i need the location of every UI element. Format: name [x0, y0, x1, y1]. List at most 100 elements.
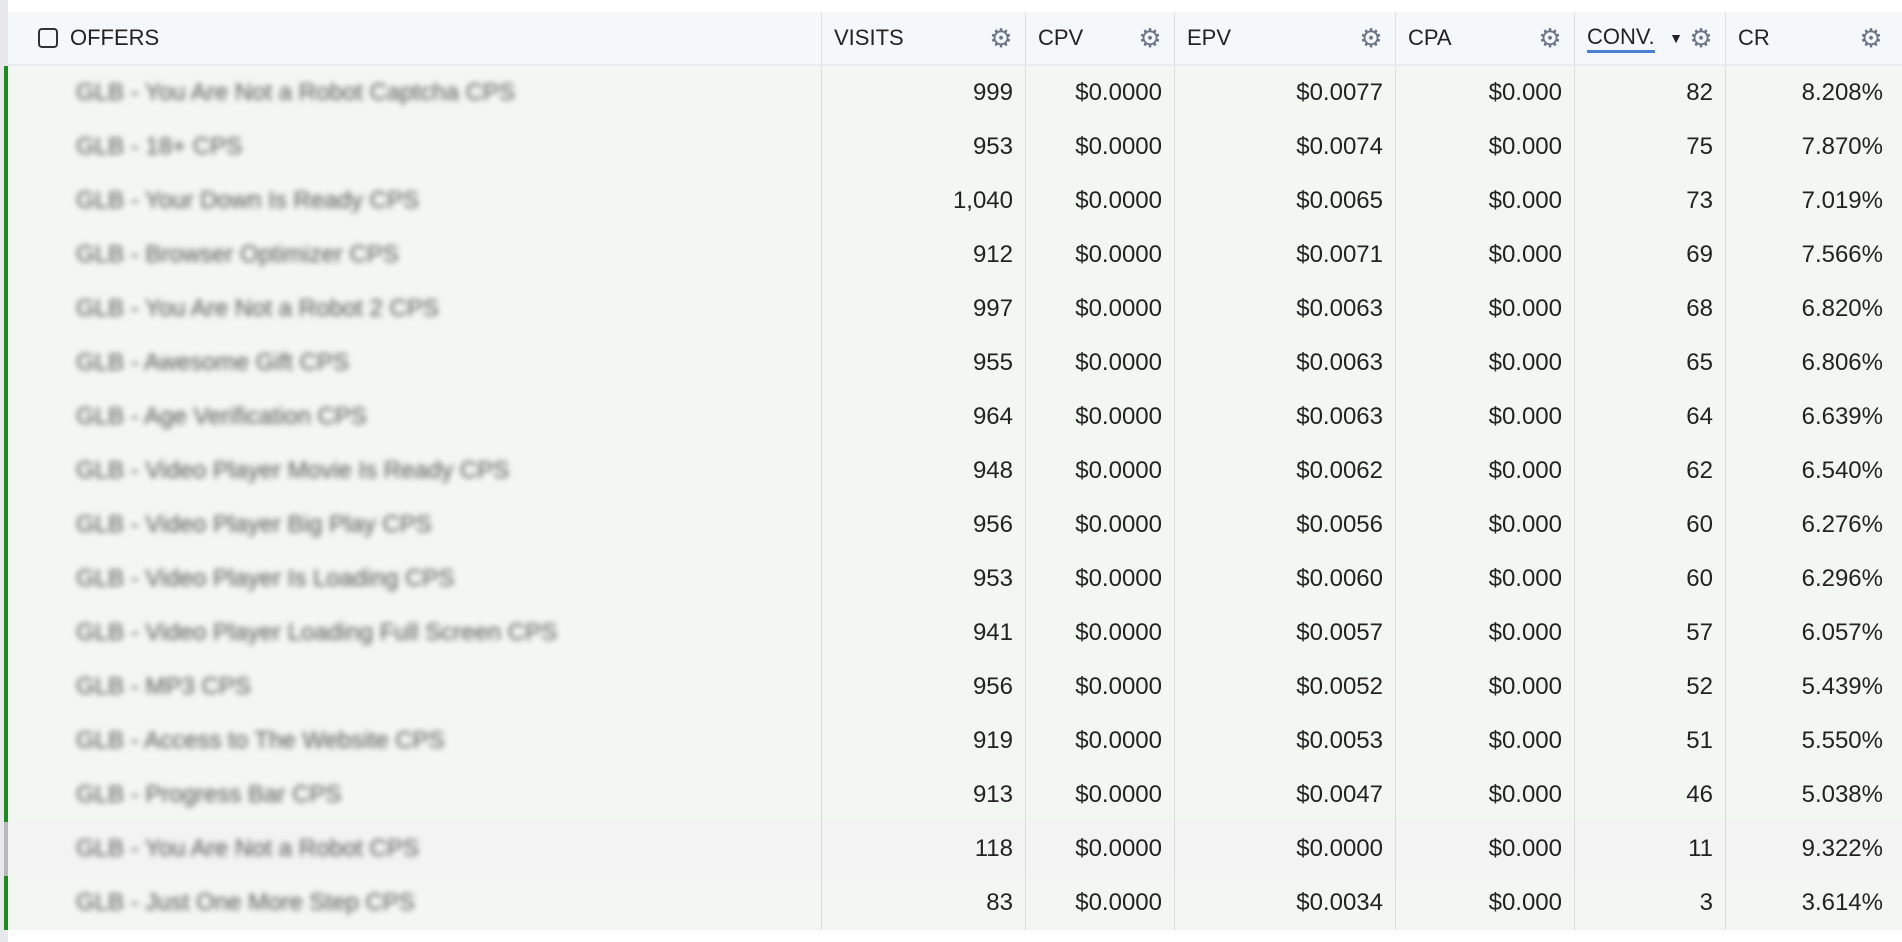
cell-cpv: $0.0000 — [1025, 498, 1174, 552]
name-value: GLB - Video Player Loading Full Screen C… — [76, 619, 558, 646]
cpv-value: $0.0000 — [1075, 565, 1162, 592]
table-row[interactable]: GLB - 18+ CPS 953 $0.0000 $0.0074 $0.000 75 7.… — [4, 120, 1902, 174]
col-visits[interactable]: VISITS ⚙ — [821, 12, 1025, 64]
cr-value: 5.038% — [1801, 781, 1883, 808]
cell-name: GLB - Just One More Step CPS — [8, 876, 821, 930]
cell-cr: 5.550% — [1725, 714, 1895, 768]
conv-value: 65 — [1686, 349, 1713, 376]
cell-conv: 46 — [1574, 768, 1725, 822]
visits-value: 919 — [972, 727, 1013, 754]
table-row[interactable]: GLB - Browser Optimizer CPS 912 $0.0000 $0.… — [4, 228, 1902, 282]
table-row[interactable]: GLB - Video Player Is Loading CPS 953 $0.0… — [4, 552, 1902, 606]
table-row[interactable]: GLB - You Are Not a Robot 2 CPS 997 $0.000… — [4, 282, 1902, 336]
epv-value: $0.0063 — [1296, 403, 1383, 430]
gear-icon[interactable]: ⚙ — [989, 23, 1013, 53]
cell-cpa: $0.000 — [1395, 876, 1574, 930]
cell-cr: 7.019% — [1725, 174, 1895, 228]
cell-epv: $0.0063 — [1174, 282, 1395, 336]
cell-epv: $0.0074 — [1174, 120, 1395, 174]
conv-value: 52 — [1686, 673, 1713, 700]
cell-visits: 997 — [821, 282, 1025, 336]
gear-icon[interactable]: ⚙ — [1859, 23, 1883, 53]
name-value: GLB - MP3 CPS — [76, 673, 251, 700]
gear-icon[interactable]: ⚙ — [1359, 23, 1383, 53]
table-row[interactable]: GLB - You Are Not a Robot Captcha CPS 999… — [4, 66, 1902, 120]
cell-cpa: $0.000 — [1395, 498, 1574, 552]
cell-cr: 6.296% — [1725, 552, 1895, 606]
col-conv[interactable]: CONV. ▼ ⚙ — [1574, 12, 1725, 64]
name-value: GLB - Awesome Gift CPS — [76, 349, 349, 376]
cr-value: 6.540% — [1801, 457, 1883, 484]
sort-desc-icon[interactable]: ▼ — [1669, 30, 1683, 46]
visits-value: 948 — [972, 457, 1013, 484]
table-row[interactable]: GLB - You Are Not a Robot CPS 118 $0.0000 $… — [4, 822, 1902, 876]
cpa-value: $0.000 — [1488, 457, 1562, 484]
cpa-value: $0.000 — [1488, 565, 1562, 592]
gear-icon[interactable]: ⚙ — [1138, 23, 1162, 53]
visits-value: 964 — [972, 403, 1013, 430]
cell-cr: 6.057% — [1725, 606, 1895, 660]
cell-name: GLB - Video Player Is Loading CPS — [8, 552, 821, 606]
cr-value: 7.019% — [1801, 187, 1883, 214]
cell-cr: 6.820% — [1725, 282, 1895, 336]
cpa-value: $0.000 — [1488, 295, 1562, 322]
col-cr[interactable]: CR ⚙ — [1725, 12, 1895, 64]
cell-name: GLB - Your Down Is Ready CPS — [8, 174, 821, 228]
epv-value: $0.0071 — [1296, 241, 1383, 268]
epv-value: $0.0052 — [1296, 673, 1383, 700]
table-row[interactable]: GLB - Progress Bar CPS 913 $0.0000 $0.0047 $… — [4, 768, 1902, 822]
name-value: GLB - Video Player Big Play CPS — [76, 511, 432, 538]
cell-name: GLB - You Are Not a Robot 2 CPS — [8, 282, 821, 336]
cr-value: 6.639% — [1801, 403, 1883, 430]
col-cpv[interactable]: CPV ⚙ — [1025, 12, 1174, 64]
cpv-value: $0.0000 — [1075, 619, 1162, 646]
visits-value: 913 — [972, 781, 1013, 808]
cell-epv: $0.0065 — [1174, 174, 1395, 228]
table-row[interactable]: GLB - Age Verification CPS 964 $0.0000 $0.0… — [4, 390, 1902, 444]
table-row[interactable]: GLB - MP3 CPS 956 $0.0000 $0.0052 $0.000 52 5.… — [4, 660, 1902, 714]
table-row[interactable]: GLB - Awesome Gift CPS 955 $0.0000 $0.0063 $… — [4, 336, 1902, 390]
cell-visits: 83 — [821, 876, 1025, 930]
cpv-value: $0.0000 — [1075, 349, 1162, 376]
table-row[interactable]: GLB - Access to The Website CPS 919 $0.000… — [4, 714, 1902, 768]
cell-conv: 62 — [1574, 444, 1725, 498]
table-row[interactable]: GLB - Video Player Movie Is Ready CPS 948… — [4, 444, 1902, 498]
gear-icon[interactable]: ⚙ — [1538, 23, 1562, 53]
cell-conv: 11 — [1574, 822, 1725, 876]
cell-cr: 5.038% — [1725, 768, 1895, 822]
cell-cpa: $0.000 — [1395, 768, 1574, 822]
select-all-checkbox[interactable] — [38, 28, 58, 48]
cell-cr: 5.439% — [1725, 660, 1895, 714]
cell-visits: 913 — [821, 768, 1025, 822]
cr-value: 3.614% — [1801, 889, 1883, 916]
cell-epv: $0.0034 — [1174, 876, 1395, 930]
table-row[interactable]: GLB - Video Player Loading Full Screen C… — [4, 606, 1902, 660]
epv-value: $0.0063 — [1296, 295, 1383, 322]
cell-epv: $0.0062 — [1174, 444, 1395, 498]
table-row[interactable]: GLB - Video Player Big Play CPS 956 $0.000… — [4, 498, 1902, 552]
cpv-value: $0.0000 — [1075, 79, 1162, 106]
cr-value: 6.806% — [1801, 349, 1883, 376]
cell-cpv: $0.0000 — [1025, 120, 1174, 174]
table-row[interactable]: GLB - Your Down Is Ready CPS 1,040 $0.0000… — [4, 174, 1902, 228]
cell-conv: 57 — [1574, 606, 1725, 660]
cpa-value: $0.000 — [1488, 727, 1562, 754]
cell-cr: 7.566% — [1725, 228, 1895, 282]
cell-visits: 956 — [821, 498, 1025, 552]
cell-cpv: $0.0000 — [1025, 174, 1174, 228]
cell-conv: 51 — [1574, 714, 1725, 768]
col-cpa[interactable]: CPA ⚙ — [1395, 12, 1574, 64]
col-conv-label: CONV. — [1587, 24, 1655, 53]
cell-epv: $0.0052 — [1174, 660, 1395, 714]
table-row[interactable]: GLB - Just One More Step CPS 83 $0.0000 $0.… — [4, 876, 1902, 930]
col-offers[interactable]: OFFERS — [8, 12, 821, 64]
cell-cpv: $0.0000 — [1025, 660, 1174, 714]
epv-value: $0.0047 — [1296, 781, 1383, 808]
col-epv[interactable]: EPV ⚙ — [1174, 12, 1395, 64]
cell-cpv: $0.0000 — [1025, 228, 1174, 282]
cell-cr: 6.806% — [1725, 336, 1895, 390]
epv-value: $0.0062 — [1296, 457, 1383, 484]
cell-cpv: $0.0000 — [1025, 552, 1174, 606]
name-value: GLB - Access to The Website CPS — [76, 727, 445, 754]
gear-icon[interactable]: ⚙ — [1689, 23, 1713, 53]
